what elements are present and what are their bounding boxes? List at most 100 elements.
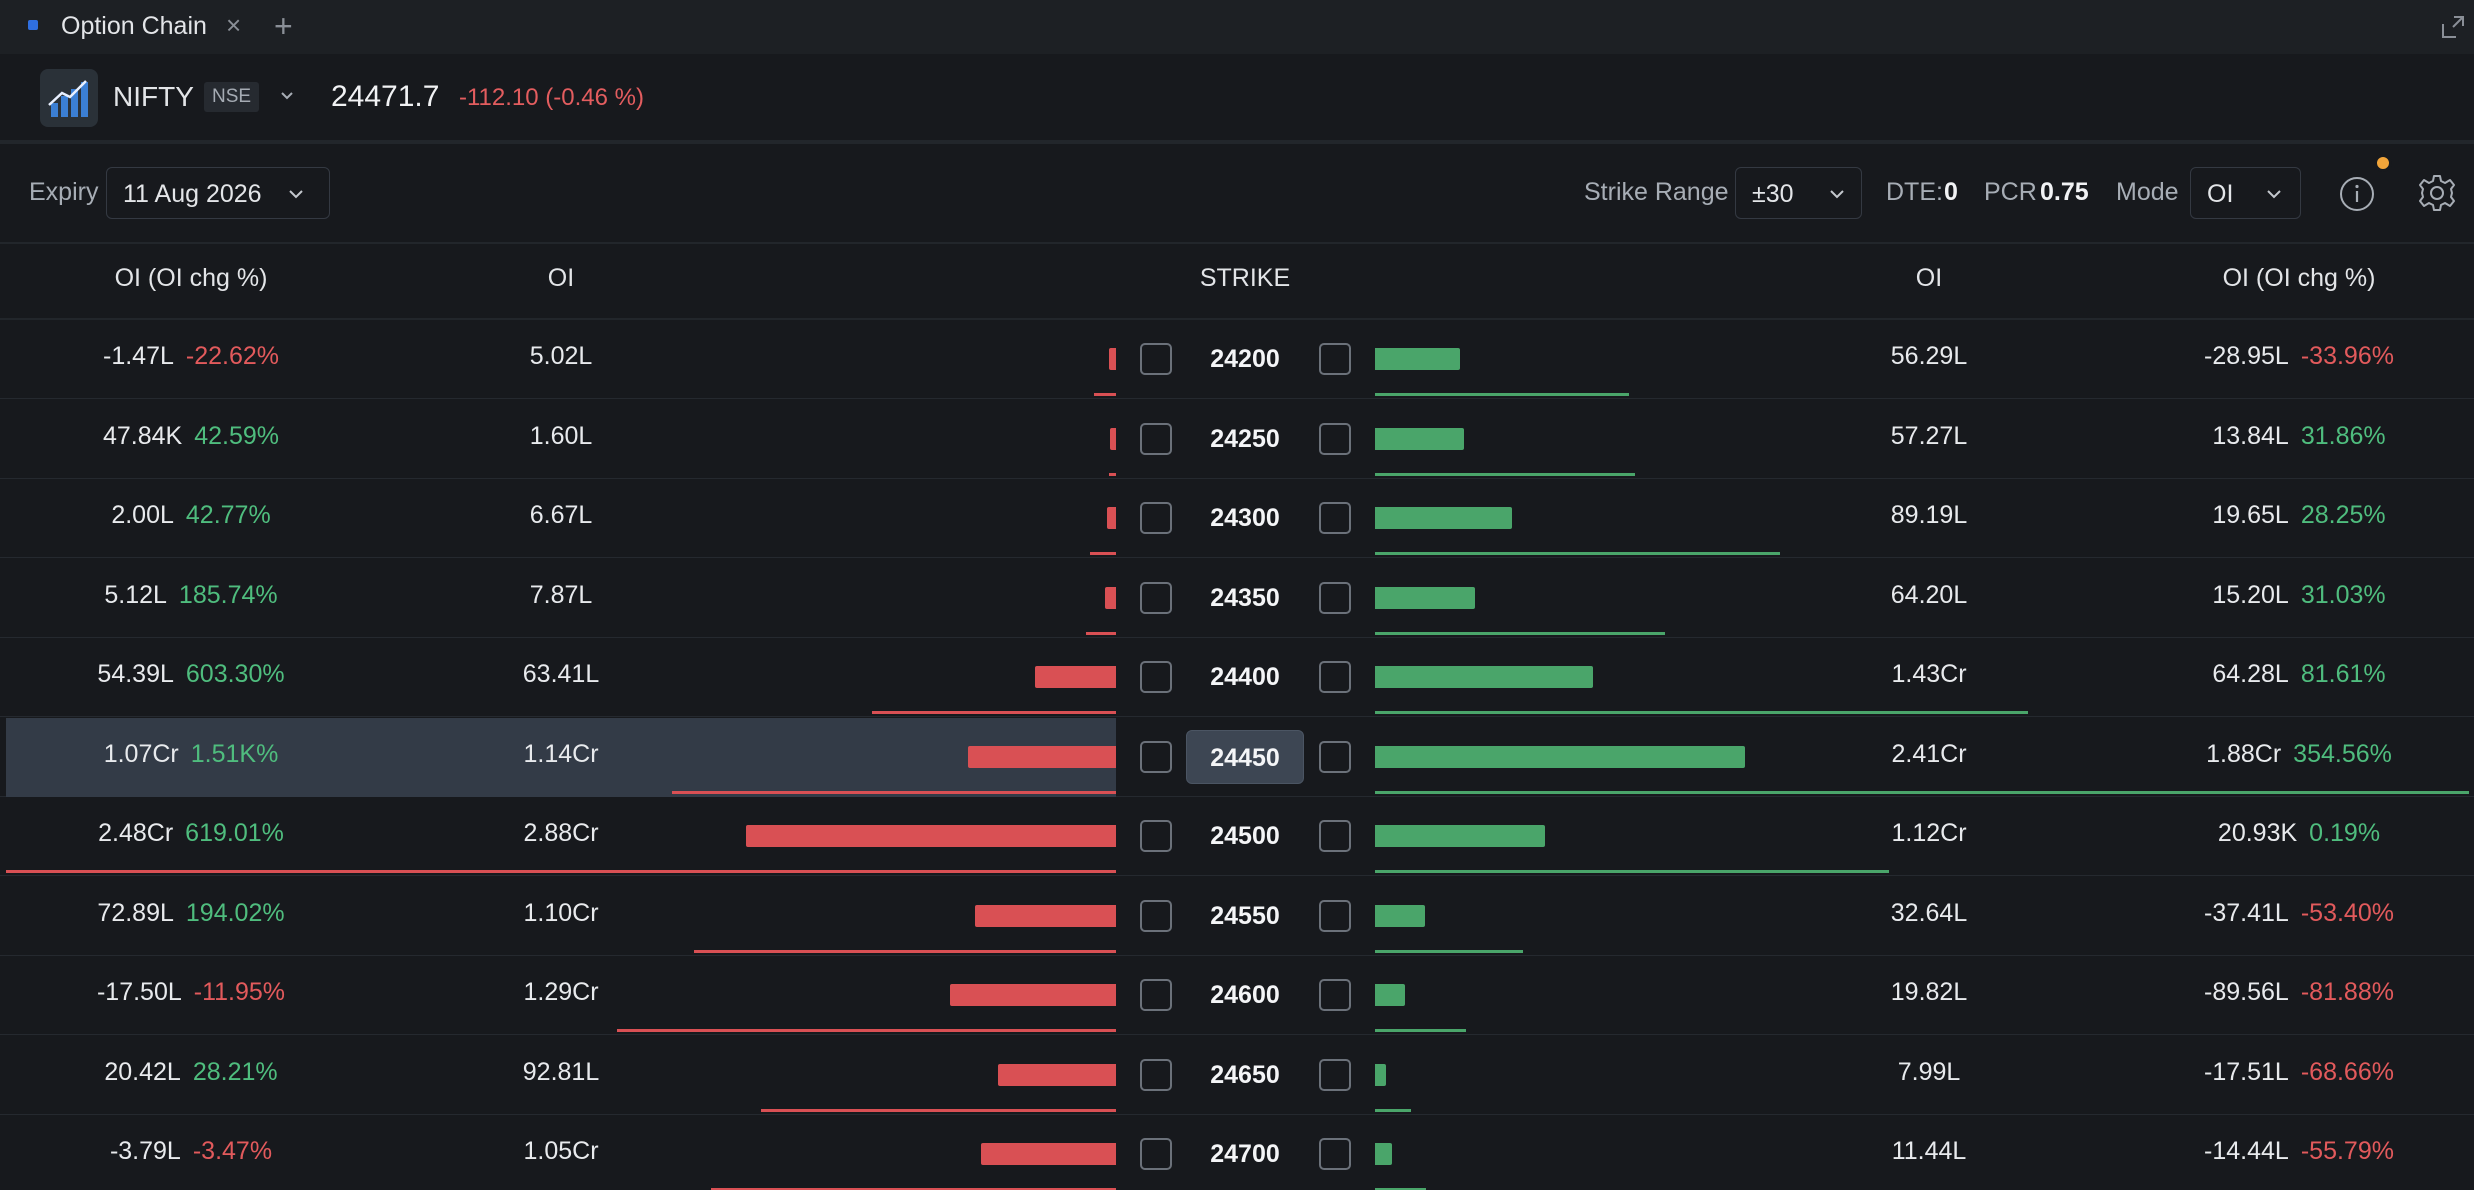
call-oi-bar: [1375, 825, 1546, 847]
strike-price[interactable]: 24700: [1210, 1140, 1280, 1168]
table-row[interactable]: -17.50L -11.95% 1.29Cr 24600 19.82L -89.56L -8…: [0, 956, 2474, 1035]
call-oi: 2.41Cr: [1891, 739, 1967, 768]
chevron-down-icon: [289, 190, 303, 199]
expiry-select[interactable]: 11 Aug 2026: [106, 167, 330, 219]
put-select-checkbox[interactable]: [1140, 1058, 1172, 1091]
header-put-oi[interactable]: OI: [547, 264, 575, 292]
table-row[interactable]: -3.79L -3.47% 1.05Cr 24700 11.44L -14.44L -55.…: [0, 1115, 2474, 1190]
put-oi-change-pct: 194.02%: [185, 898, 285, 927]
instrument-logo: [40, 69, 98, 127]
strike-price[interactable]: 24600: [1210, 981, 1280, 1009]
call-oi-change: 19.65L 28.25%: [2212, 501, 2385, 530]
call-oi: 1.43Cr: [1891, 660, 1967, 688]
put-oi-change-line: [6, 870, 1116, 873]
strike-price[interactable]: 24650: [1210, 1060, 1280, 1089]
chart-logo-icon: [48, 80, 88, 117]
put-select-checkbox[interactable]: [1140, 502, 1172, 534]
table-row[interactable]: 5.12L 185.74% 7.87L 24350 64.20L 15.20L 31.03%: [0, 559, 2474, 638]
divider: [0, 140, 2474, 144]
call-oi-change-line: [1375, 1108, 1412, 1112]
strike-price[interactable]: 24450: [1186, 729, 1304, 784]
call-oi-bar: [1375, 507, 1512, 529]
put-oi-change-value: -1.47L: [102, 342, 174, 370]
put-oi-change-pct: -3.47%: [192, 1137, 273, 1165]
table-row[interactable]: -1.47L -22.62% 5.02L 24200 56.29L -28.95L -33.…: [0, 320, 2474, 399]
header-call-oi[interactable]: OI: [1915, 264, 1943, 292]
strike-price[interactable]: 24200: [1210, 345, 1280, 373]
strike-price[interactable]: 24500: [1210, 822, 1280, 850]
strike-price[interactable]: 24300: [1210, 504, 1280, 532]
table-row[interactable]: 2.48Cr 619.01% 2.88Cr 24500 1.12Cr 20.93K 0.19…: [0, 797, 2474, 876]
call-oi-change: -17.51L -68.66%: [2204, 1058, 2394, 1087]
table-row[interactable]: 47.84K 42.59% 1.60L 24250 57.27L 13.84L 31.86%: [0, 400, 2474, 479]
put-select-checkbox[interactable]: [1140, 820, 1172, 852]
put-select-checkbox[interactable]: [1140, 1138, 1172, 1170]
chevron-down-icon[interactable]: [278, 86, 296, 104]
call-oi: 19.82L: [1890, 978, 1968, 1006]
strike-price[interactable]: 24350: [1210, 583, 1280, 612]
atm-row[interactable]: 1.07Cr 1.51K% 1.14Cr 24450 2.41Cr 1.88Cr 354.5…: [0, 717, 2474, 797]
put-select-checkbox[interactable]: [1140, 422, 1172, 455]
mode-select[interactable]: OI: [2190, 167, 2301, 219]
call-oi-bar: [1375, 586, 1475, 609]
put-oi-change-line: [1093, 393, 1116, 396]
put-select-checkbox[interactable]: [1140, 661, 1172, 693]
close-icon[interactable]: ×: [226, 10, 242, 40]
table-row[interactable]: 54.39L 603.30% 63.41L 24400 1.43Cr 64.28L 81.6…: [0, 638, 2474, 717]
atm-highlight: [6, 717, 1116, 797]
call-select-checkbox[interactable]: [1319, 502, 1351, 534]
strike-price[interactable]: 24550: [1210, 901, 1280, 930]
call-select-checkbox[interactable]: [1319, 899, 1351, 932]
last-traded-price: 24471.7: [331, 80, 440, 113]
table-row[interactable]: 2.00L 42.77% 6.67L 24300 89.19L 19.65L 28.25%: [0, 479, 2474, 558]
call-oi-change: -28.95L -33.96%: [2204, 342, 2394, 371]
call-select-checkbox[interactable]: [1319, 422, 1351, 455]
call-oi-change-pct: 0.19%: [2309, 819, 2381, 847]
table-row[interactable]: 72.89L 194.02% 1.10Cr 24550 32.64L -37.41L -53…: [0, 877, 2474, 956]
put-oi-change: 20.42L 28.21%: [104, 1058, 277, 1087]
call-select-checkbox[interactable]: [1319, 820, 1351, 852]
put-oi-bar: [1034, 666, 1116, 688]
expand-icon[interactable]: [2440, 14, 2466, 40]
put-oi-change-value: 5.12L: [104, 580, 167, 609]
header-put-oi-chg[interactable]: OI (OI chg %): [114, 264, 268, 292]
put-oi-change-line: [760, 1108, 1116, 1112]
add-tab-icon[interactable]: +: [274, 8, 293, 44]
put-oi: 63.41L: [522, 660, 600, 688]
call-select-checkbox[interactable]: [1319, 1138, 1351, 1170]
put-select-checkbox[interactable]: [1140, 979, 1172, 1011]
put-select-checkbox[interactable]: [1140, 740, 1172, 773]
call-oi-change-pct: 354.56%: [2293, 739, 2392, 768]
instrument-symbol[interactable]: NIFTY: [113, 81, 194, 112]
info-icon[interactable]: [2338, 175, 2376, 213]
tab-option-chain[interactable]: Option Chain ×: [0, 0, 266, 54]
call-select-checkbox[interactable]: [1319, 1058, 1351, 1091]
put-oi: 1.60L: [529, 421, 593, 450]
put-select-checkbox[interactable]: [1140, 343, 1172, 375]
strike-price[interactable]: 24250: [1210, 424, 1280, 453]
strike-price[interactable]: 24400: [1210, 663, 1280, 691]
header-call-oi-chg[interactable]: OI (OI chg %): [2222, 264, 2376, 292]
call-oi-change-value: 20.93K: [2217, 819, 2298, 847]
call-select-checkbox[interactable]: [1319, 979, 1351, 1011]
call-select-checkbox[interactable]: [1319, 581, 1351, 614]
call-oi-change: -37.41L -53.40%: [2204, 899, 2394, 928]
header-strike[interactable]: STRIKE: [1199, 264, 1291, 292]
put-select-checkbox[interactable]: [1140, 581, 1172, 614]
put-oi-change-pct: 603.30%: [185, 660, 285, 688]
table-row[interactable]: 20.42L 28.21% 92.81L 24650 7.99L -17.51L -68.6…: [0, 1036, 2474, 1115]
call-select-checkbox[interactable]: [1319, 740, 1351, 773]
call-select-checkbox[interactable]: [1319, 343, 1351, 375]
strike-range-select[interactable]: ±30: [1735, 167, 1862, 219]
call-select-checkbox[interactable]: [1319, 661, 1351, 693]
call-oi-change-pct: -33.96%: [2300, 342, 2394, 370]
put-oi-change-value: 20.42L: [104, 1057, 181, 1086]
call-oi-change-line: [1375, 472, 1635, 476]
strike-range-label: Strike Range: [1584, 178, 1729, 206]
divider: [0, 242, 2474, 244]
pcr-value: 0.75: [2040, 178, 2089, 206]
put-select-checkbox[interactable]: [1140, 899, 1172, 932]
put-oi-change-pct: 1.51K%: [190, 739, 279, 768]
gear-icon[interactable]: [2416, 172, 2458, 214]
put-oi: 2.88Cr: [523, 819, 599, 847]
